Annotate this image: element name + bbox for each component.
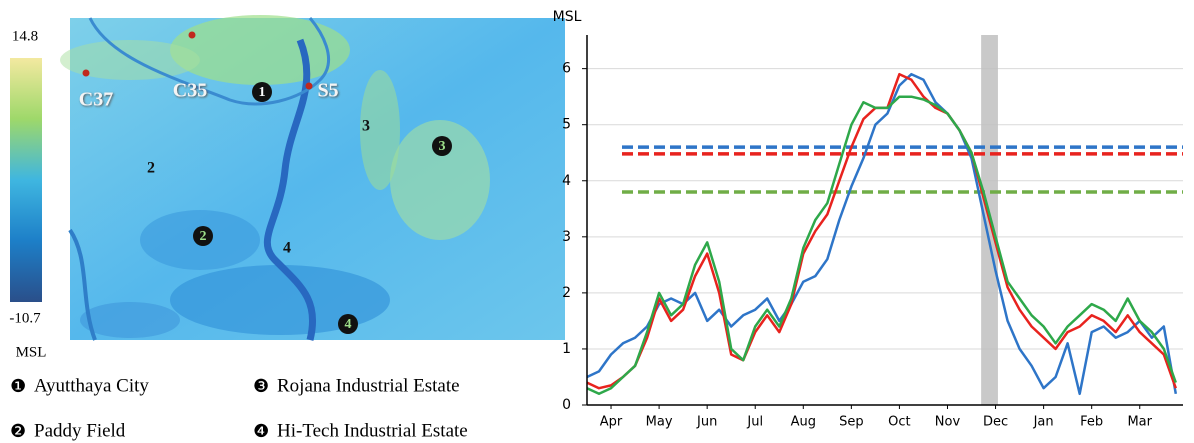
legend-label: Rojana Industrial Estate <box>277 375 460 396</box>
x-tick-label: Sep <box>839 415 864 430</box>
x-tick-label: Jan <box>1033 415 1054 430</box>
station-label: S5 <box>317 80 338 102</box>
legend-label: Hi-Tech Industrial Estate <box>277 420 468 441</box>
legend-label: Paddy Field <box>34 420 126 441</box>
legend-marker: ❸ <box>253 376 269 397</box>
station-label: C35 <box>173 80 207 102</box>
x-tick-label: Apr <box>600 415 623 430</box>
legend-marker: ❶ <box>10 376 26 397</box>
series-line <box>587 74 1176 394</box>
map-marker-label: 3 <box>439 139 446 154</box>
y-tick-label: 5 <box>562 117 571 133</box>
map-number: 2 <box>147 160 155 177</box>
map <box>60 15 565 340</box>
line-chart: 0 1 2 3 4 5 6 Apr May Jun Jul Aug Sep Oct Nov Dec Jan Feb… <box>553 9 1183 430</box>
legend-label: Ayutthaya City <box>34 375 149 396</box>
series-line <box>587 74 1176 388</box>
x-tick-label: Jul <box>746 415 763 430</box>
y-tick-label: 1 <box>562 341 571 357</box>
x-tick-label: Dec <box>983 415 1008 430</box>
colorbar-max: 14.8 <box>12 28 38 44</box>
station-label: C37 <box>79 89 113 111</box>
colorbar <box>10 58 42 302</box>
map-marker-label: 1 <box>259 85 266 100</box>
y-tick-label: 4 <box>562 173 571 189</box>
map-marker-label: 4 <box>345 317 352 332</box>
y-tick-label: 3 <box>562 229 571 245</box>
x-tick-label: Jun <box>696 415 717 430</box>
page: C37 C35 S5 1 2 3 4 2 3 4 14.8 -10.7 MSL ❶ Ayutthaya Ci… <box>0 0 1194 443</box>
map-number: 4 <box>283 240 291 257</box>
legend-marker: ❹ <box>253 421 269 442</box>
y-axis-label: MSL <box>553 9 582 25</box>
colorbar-min: -10.7 <box>9 310 41 326</box>
x-tick-label: Oct <box>888 415 910 430</box>
map-number: 3 <box>362 118 370 135</box>
y-tick-label: 6 <box>562 61 571 77</box>
legend-marker: ❷ <box>10 421 26 442</box>
figure: C37 C35 S5 1 2 3 4 2 3 4 14.8 -10.7 MSL ❶ Ayutthaya Ci… <box>0 0 1194 443</box>
colorbar-label: MSL <box>16 344 47 360</box>
x-tick-label: Nov <box>935 415 961 430</box>
y-tick-label: 0 <box>562 397 571 413</box>
x-tick-label: Feb <box>1080 415 1103 430</box>
y-tick-label: 2 <box>562 285 571 301</box>
map-marker-label: 2 <box>200 229 207 244</box>
x-tick-label: Mar <box>1127 415 1152 430</box>
x-tick-label: May <box>646 415 673 430</box>
x-tick-label: Aug <box>791 415 816 430</box>
